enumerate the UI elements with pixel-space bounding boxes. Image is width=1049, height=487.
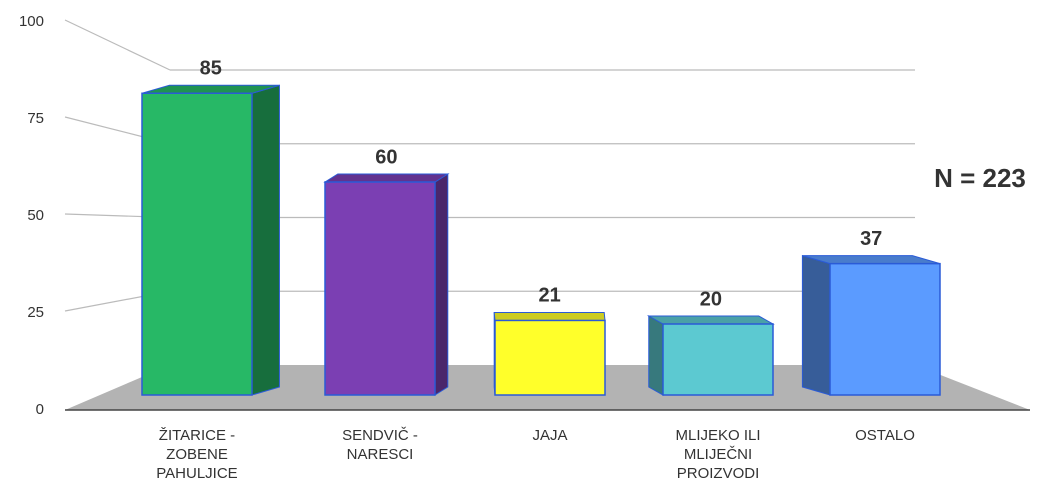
- x-tick-label: MLIJEKO ILI MLIJEČNI PROIZVODI: [675, 427, 761, 482]
- y-tick-label: 75: [27, 110, 44, 127]
- bar: [324, 181, 436, 396]
- bar-side: [251, 84, 280, 396]
- bar: [829, 262, 941, 396]
- y-tick-label: 0: [36, 401, 44, 418]
- bar-top: [646, 315, 775, 325]
- x-tick-label: SENDVIČ - NARESCI: [342, 427, 418, 463]
- value-label: 85: [200, 58, 222, 80]
- y-tick-label: 25: [27, 304, 44, 321]
- bar-side: [434, 173, 449, 396]
- bar: [494, 319, 606, 396]
- y-tick-label: 100: [19, 13, 44, 30]
- bar: [662, 323, 774, 396]
- grid-line: [64, 19, 171, 71]
- x-tick-label: ŽITARICE - ZOBENE PAHULJICE: [156, 427, 238, 482]
- x-tick-label: JAJA: [532, 427, 568, 444]
- annotation: N = 223: [934, 163, 1026, 193]
- y-tick-label: 50: [27, 207, 44, 224]
- bar-side: [801, 254, 831, 396]
- bar-top: [493, 311, 606, 321]
- bar-top: [323, 173, 450, 183]
- bar-side: [648, 315, 664, 396]
- value-label: 21: [538, 285, 560, 307]
- bar: [141, 92, 253, 396]
- x-tick-label: OSTALO: [855, 427, 915, 444]
- value-label: 20: [700, 288, 722, 310]
- value-label: 37: [860, 228, 882, 250]
- value-label: 60: [375, 146, 397, 168]
